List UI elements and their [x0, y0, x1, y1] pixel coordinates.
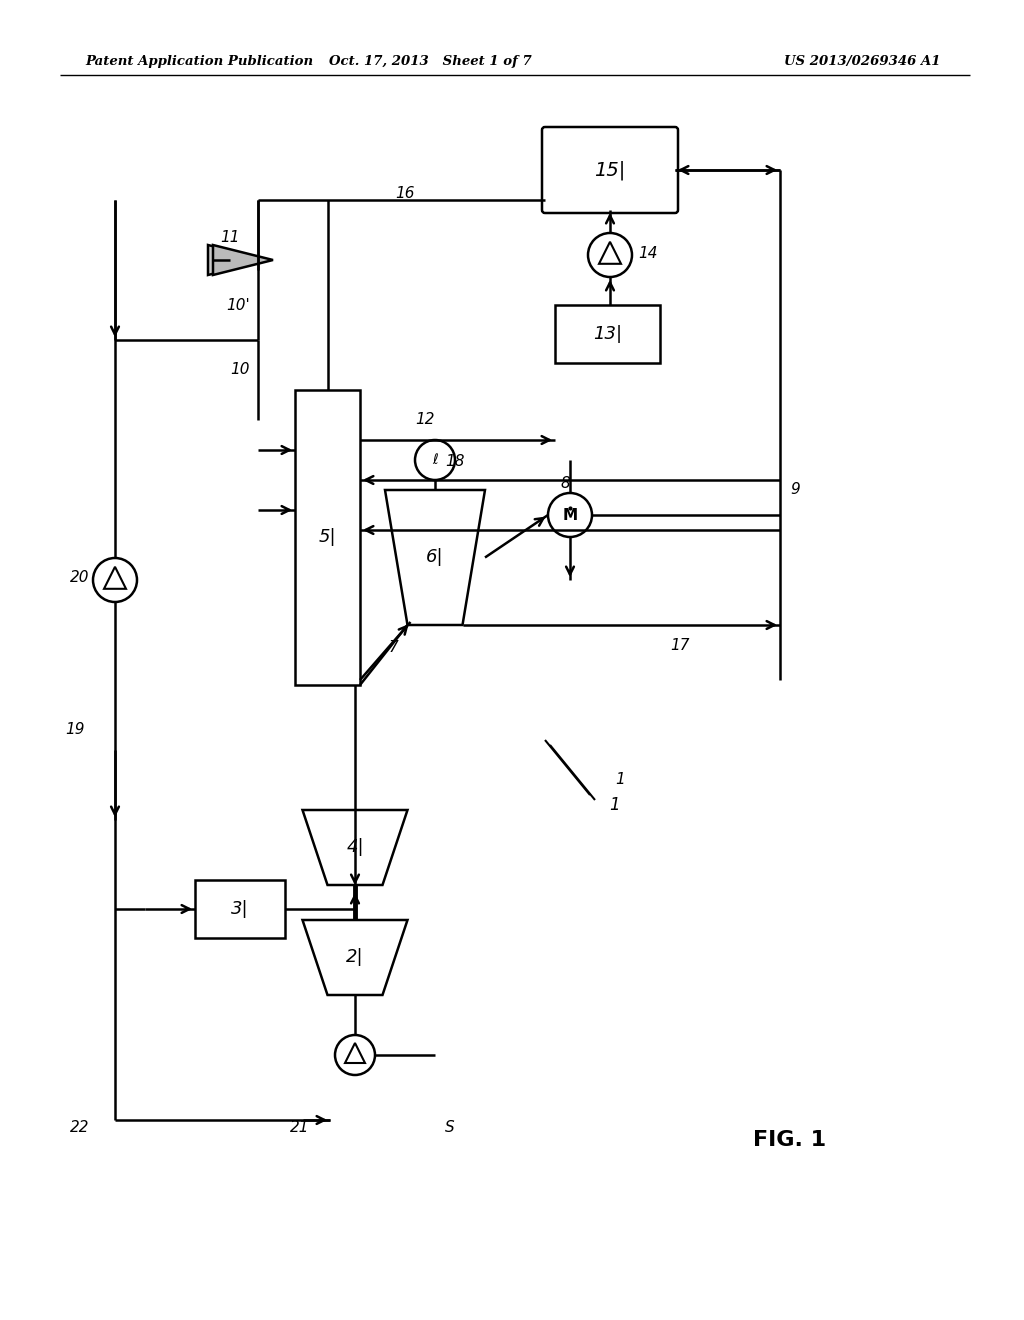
Bar	[195, 880, 285, 939]
Bar	[295, 389, 360, 685]
Polygon shape	[385, 490, 485, 624]
Text: US 2013/0269346 A1: US 2013/0269346 A1	[783, 55, 940, 69]
Text: 13|: 13|	[593, 325, 622, 343]
Text: 12: 12	[416, 412, 435, 428]
Text: 7: 7	[388, 640, 398, 656]
Circle shape	[335, 1035, 375, 1074]
Text: FIG. 1: FIG. 1	[754, 1130, 826, 1150]
Text: Oct. 17, 2013   Sheet 1 of 7: Oct. 17, 2013 Sheet 1 of 7	[329, 55, 531, 69]
Text: M: M	[562, 507, 578, 523]
Circle shape	[548, 492, 592, 537]
Text: 22: 22	[71, 1119, 90, 1134]
Bar	[555, 305, 660, 363]
Polygon shape	[302, 920, 408, 995]
Text: 10: 10	[230, 363, 250, 378]
Text: 21: 21	[290, 1119, 309, 1134]
Text: 1: 1	[615, 772, 625, 788]
Text: ℓ: ℓ	[432, 453, 438, 467]
Text: 6|: 6|	[426, 549, 443, 566]
Text: 5|: 5|	[318, 528, 336, 546]
Text: 19: 19	[66, 722, 85, 738]
Text: 18: 18	[445, 454, 465, 470]
Text: Patent Application Publication: Patent Application Publication	[85, 55, 313, 69]
Circle shape	[93, 558, 137, 602]
Text: 10': 10'	[226, 297, 250, 313]
Text: 2|: 2|	[346, 949, 364, 966]
Text: 16: 16	[395, 186, 415, 201]
Text: 1: 1	[609, 796, 621, 814]
Text: 14: 14	[638, 246, 657, 260]
Text: 9: 9	[791, 483, 800, 498]
Text: 3|: 3|	[231, 900, 249, 917]
Polygon shape	[208, 246, 268, 275]
Text: 11: 11	[220, 231, 240, 246]
Text: 8: 8	[560, 475, 570, 491]
Text: 4|: 4|	[346, 838, 364, 857]
Text: 20: 20	[71, 570, 90, 586]
Circle shape	[415, 440, 455, 480]
Polygon shape	[213, 246, 273, 275]
Text: S: S	[445, 1119, 455, 1134]
Text: 15|: 15|	[594, 160, 626, 180]
Circle shape	[588, 234, 632, 277]
Text: 17: 17	[671, 638, 690, 652]
Polygon shape	[302, 810, 408, 884]
FancyBboxPatch shape	[542, 127, 678, 213]
